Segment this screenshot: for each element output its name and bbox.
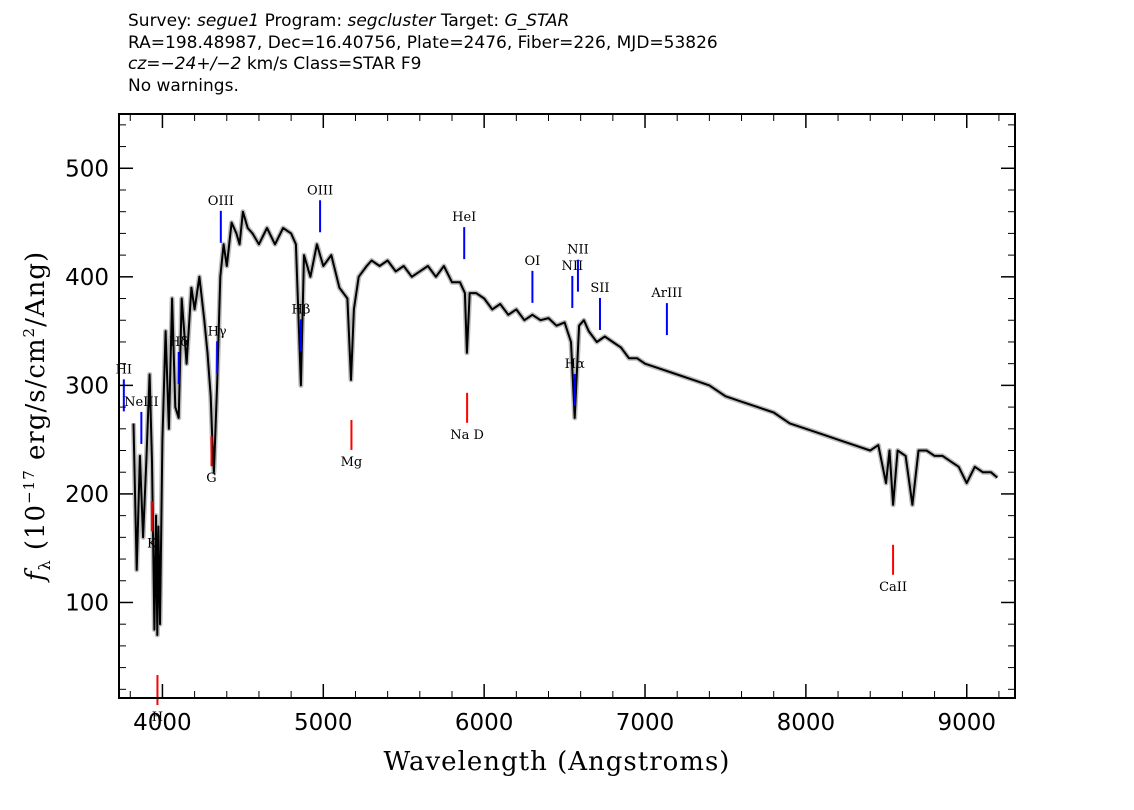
cz-label: cz= [128, 54, 161, 74]
header-line-coordinates: RA=198.48987, Dec=16.40756, Plate=2476, … [128, 32, 718, 53]
y-tick-label: 100 [65, 590, 109, 616]
emission-line-label: Hα [565, 357, 585, 372]
absorption-line-label: K [147, 536, 157, 551]
emission-line-label: SII [590, 281, 609, 296]
emission-line-label: HeI [452, 210, 476, 225]
plot-area [131, 209, 999, 638]
y-axis-subscript: λ [35, 559, 54, 570]
y-axis-units-pre: (10 [21, 504, 51, 560]
emission-line-label: NeIII [124, 395, 158, 410]
emission-line-label: Hδ [169, 335, 188, 350]
plot-frame [118, 113, 1016, 699]
absorption-line-label: G [206, 471, 216, 486]
y-axis-units-mid: erg/s/cm [21, 337, 51, 469]
x-tick-label: 6000 [455, 710, 514, 736]
header-line-survey: Survey: segue1 Program: segcluster Targe… [128, 11, 718, 33]
emission-line-label: NII [561, 259, 583, 274]
cz-class: km/s Class=STAR F9 [241, 54, 422, 74]
spectrum-error-band [131, 209, 999, 638]
program-value: segcluster [347, 11, 436, 31]
survey-value: segue1 [197, 11, 260, 31]
x-tick-label: 8000 [777, 710, 836, 736]
x-tick-label: 7000 [616, 710, 675, 736]
header-line-warnings: No warnings. [128, 75, 239, 96]
spectrum-header: Survey: segue1 Program: segcluster Targe… [128, 11, 718, 97]
x-tick-label: 9000 [937, 710, 996, 736]
y-tick-label: 500 [65, 156, 109, 182]
axis-ticks: 4000 5000 6000 7000 8000 9000 100 200 300 400 500 [65, 114, 1015, 736]
absorption-line-label: CaII [879, 580, 907, 595]
x-axis-title: Wavelength (Angstroms) [384, 747, 731, 777]
emission-line-label: Hγ [208, 324, 227, 339]
survey-label: Survey: [128, 11, 192, 31]
target-value: G_STAR [504, 11, 570, 31]
y-tick-label: 200 [65, 482, 109, 508]
x-tick-label: 4000 [133, 710, 192, 736]
y-axis-title: fλ (10−17 erg/s/cm2/Ang) [20, 251, 54, 583]
absorption-line-label: Na D [450, 428, 484, 443]
y-tick-label: 300 [65, 373, 109, 399]
y-axis-symbol: f [21, 567, 51, 583]
spectrum-flux-line [132, 210, 998, 636]
y-axis-units-post: /Ang) [21, 251, 51, 327]
x-tick-label: 5000 [294, 710, 353, 736]
program-label: Program: [264, 11, 343, 31]
y-axis-exponent: −17 [20, 469, 38, 504]
target-label: Target: [440, 11, 500, 31]
y-tick-label: 400 [65, 265, 109, 291]
emission-line-label: ArIII [650, 286, 682, 301]
cz-value: −24+/−2 [160, 54, 242, 74]
emission-line-label: OI [525, 254, 541, 269]
y-axis-square: 2 [20, 327, 38, 338]
absorption-line-label: H [152, 710, 163, 725]
emission-line-label: OIII [307, 183, 333, 198]
emission-line-label: OIII [208, 194, 234, 209]
emission-line-label: NII [567, 243, 589, 258]
emission-line-label: Hβ [292, 302, 311, 317]
header-line-redshift: cz=−24+/−2 km/s Class=STAR F9 [128, 54, 718, 76]
absorption-line-label: Mg [341, 455, 363, 470]
